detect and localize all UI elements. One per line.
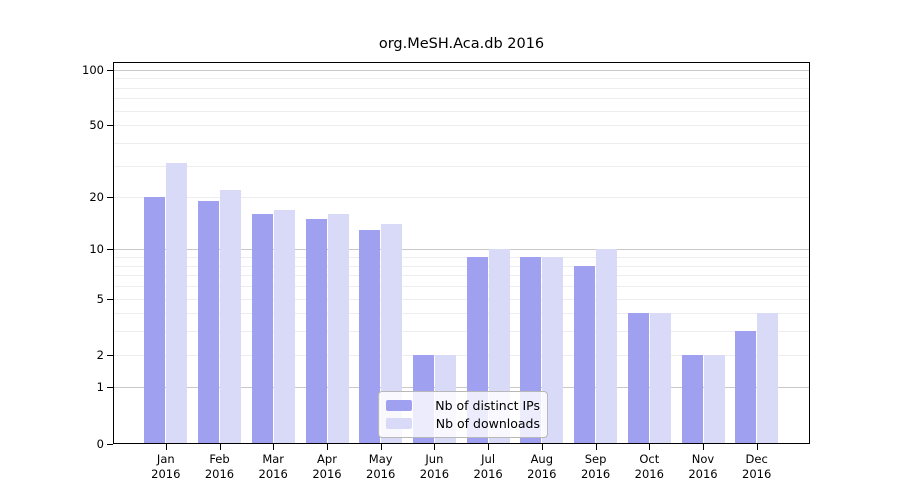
bar-apr-downloads	[327, 214, 349, 444]
bar-feb-downloads	[220, 189, 241, 444]
plot-area	[113, 62, 810, 444]
y-tick-label-2: 2	[96, 347, 104, 362]
y-tick-label-10: 10	[89, 242, 104, 257]
bar-feb-distinct-ips	[198, 201, 219, 444]
bar-may-downloads	[381, 224, 403, 444]
x-tick-oct	[649, 444, 651, 450]
bar-jan-distinct-ips	[144, 197, 166, 444]
gridline-minor-30	[113, 165, 810, 167]
x-tick-may	[380, 444, 382, 450]
bar-sep-distinct-ips	[574, 265, 596, 444]
y-tick-50	[107, 125, 113, 127]
y-tick-1	[107, 387, 113, 389]
bar-jan-downloads	[166, 162, 188, 444]
bar-oct-distinct-ips	[627, 313, 649, 444]
bar-nov-distinct-ips	[681, 354, 703, 444]
gridline-minor-8	[113, 265, 810, 267]
gridline-minor-20	[113, 197, 810, 198]
x-tick-feb	[219, 444, 221, 450]
gridline-minor-9	[113, 257, 810, 259]
y-tick-100	[107, 69, 113, 71]
y-tick-2	[107, 354, 113, 356]
x-tick-sep	[595, 444, 597, 450]
y-tick-20	[107, 197, 113, 198]
x-tick-jul	[488, 444, 490, 450]
y-tick-0	[107, 443, 113, 445]
gridline-minor-90	[113, 78, 810, 80]
x-tick-aug	[541, 444, 543, 450]
bar-apr-distinct-ips	[305, 219, 327, 444]
bar-mar-downloads	[273, 209, 295, 444]
gridline-minor-80	[113, 87, 810, 89]
gridline-minor-5	[113, 298, 810, 300]
gridline-minor-60	[113, 110, 810, 112]
gridline-minor-2	[113, 354, 810, 356]
gridline-minor-50	[113, 125, 810, 127]
bar-dec-downloads	[757, 313, 779, 444]
x-tick-label-sep: Sep 2016	[580, 452, 611, 481]
gridline-minor-40	[113, 142, 810, 144]
y-tick-label-50: 50	[89, 118, 104, 133]
chart-title: org.MeSH.Aca.db 2016	[378, 36, 545, 52]
x-tick-label-dec: Dec 2016	[742, 452, 772, 481]
legend-label-distinct-ips: Nb of distinct IPs	[435, 397, 540, 413]
y-tick-label-20: 20	[89, 190, 104, 204]
y-tick-label-0: 0	[96, 436, 104, 451]
x-tick-jun	[434, 444, 436, 450]
x-tick-label-apr: Apr 2016	[312, 452, 342, 481]
x-tick-label-nov: Nov 2016	[688, 452, 718, 481]
x-tick-dec	[756, 444, 758, 450]
legend-label-downloads: Nb of downloads	[435, 416, 540, 432]
gridline-minor-6	[113, 286, 810, 287]
legend-item-downloads: Nb of downloads	[386, 416, 540, 431]
gridline-major-1	[113, 387, 810, 389]
bar-oct-downloads	[649, 313, 671, 444]
bar-nov-downloads	[703, 354, 725, 444]
bar-sep-downloads	[596, 249, 618, 444]
gridline-major-10	[113, 249, 810, 251]
x-tick-label-oct: Oct 2016	[634, 452, 664, 481]
legend: Nb of distinct IPs Nb of downloads	[378, 391, 548, 438]
legend-swatch-distinct-ips	[386, 399, 412, 411]
x-tick-label-mar: Mar 2016	[258, 452, 288, 481]
gridline-minor-3	[113, 331, 810, 333]
legend-swatch-downloads	[386, 418, 412, 430]
x-tick-mar	[273, 444, 275, 450]
y-tick-label-100: 100	[82, 62, 104, 77]
gridline-major-100	[113, 69, 810, 71]
y-tick-5	[107, 298, 113, 300]
y-tick-label-5: 5	[96, 291, 104, 306]
x-tick-apr	[327, 444, 328, 450]
x-tick-label-may: May 2016	[366, 452, 396, 481]
x-tick-label-jun: Jun 2016	[419, 452, 450, 481]
x-tick-label-jan: Jan 2016	[151, 452, 181, 481]
x-tick-label-jul: Jul 2016	[473, 452, 503, 481]
x-tick-nov	[703, 444, 704, 450]
bar-may-distinct-ips	[359, 229, 381, 444]
gridline-minor-4	[113, 313, 810, 315]
legend-item-distinct-ips: Nb of distinct IPs	[386, 398, 540, 413]
x-tick-label-feb: Feb 2016	[204, 452, 235, 481]
y-tick-10	[107, 249, 113, 251]
gridline-minor-70	[113, 98, 810, 100]
gridline-minor-7	[113, 275, 810, 277]
bar-dec-distinct-ips	[735, 331, 757, 444]
x-tick-jan	[165, 444, 167, 450]
y-tick-label-1: 1	[96, 380, 104, 395]
bar-mar-distinct-ips	[251, 214, 273, 444]
x-tick-label-aug: Aug 2016	[527, 452, 557, 481]
